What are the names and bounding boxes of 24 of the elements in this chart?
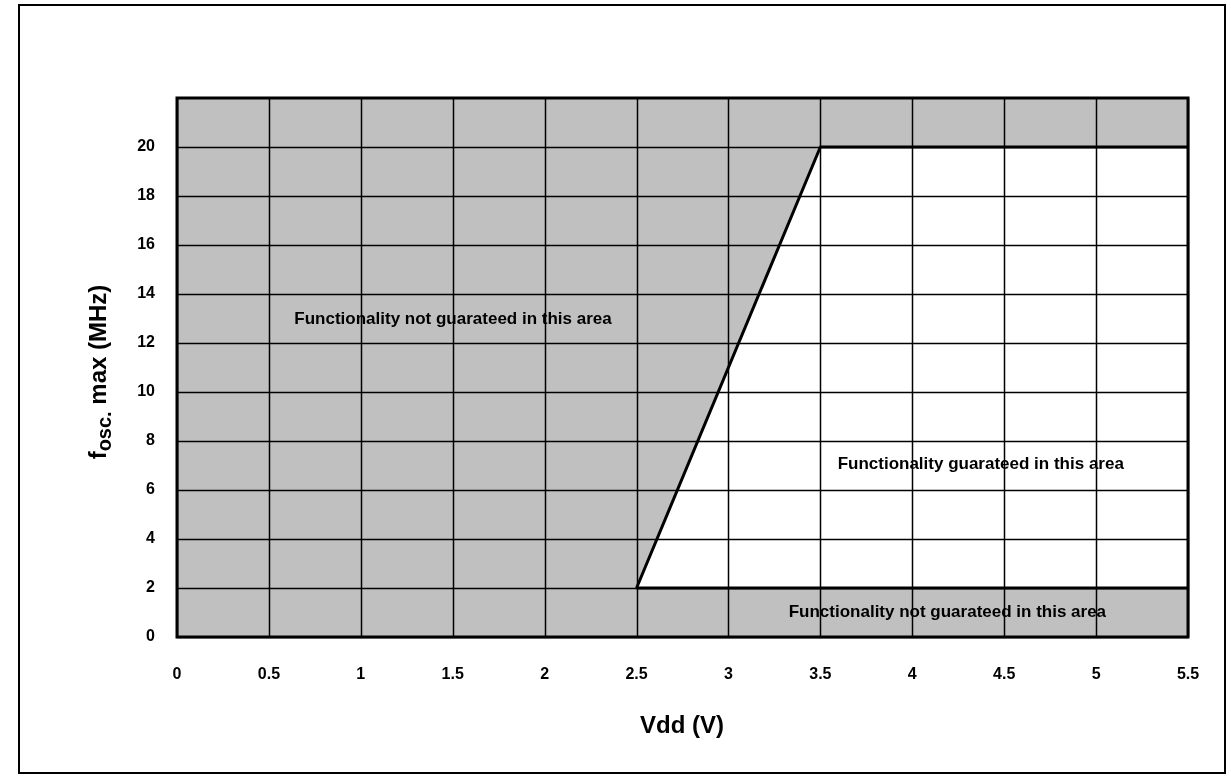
x-tick-label: 1	[356, 665, 366, 683]
x-tick-label: 0	[172, 665, 182, 683]
y-tick-label: 8	[146, 431, 156, 449]
y-tick-label: 2	[146, 578, 156, 596]
x-axis-title: Vdd (V)	[640, 711, 724, 739]
y-tick-label: 14	[137, 284, 156, 302]
x-tick-label: 2.5	[625, 665, 648, 683]
x-tick-label: 4	[907, 665, 917, 683]
x-tick-label: 3	[724, 665, 733, 683]
y-tick-label: 16	[137, 235, 156, 253]
y-tick-label: 4	[146, 529, 156, 547]
y-tick-label: 10	[137, 382, 156, 400]
x-tick-label: 4.5	[993, 665, 1016, 683]
y-tick-label: 20	[137, 137, 156, 155]
x-tick-label: 5	[1091, 665, 1101, 683]
x-tick-label: 5.5	[1176, 665, 1200, 683]
y-tick-label: 18	[137, 186, 156, 204]
y-tick-label: 6	[146, 480, 156, 498]
x-tick-label: 1.5	[441, 665, 464, 683]
y-tick-label: 0	[146, 627, 156, 645]
y-tick-label: 12	[137, 333, 156, 351]
x-tick-label: 0.5	[257, 665, 281, 683]
x-tick-label: 3.5	[809, 665, 832, 683]
x-tick-label: 2	[540, 665, 550, 683]
